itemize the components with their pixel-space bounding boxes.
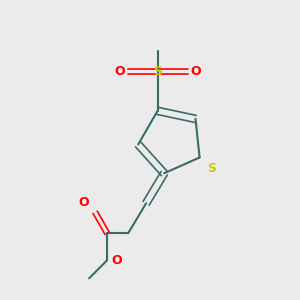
Text: O: O <box>79 196 89 209</box>
Text: O: O <box>114 65 124 78</box>
Text: S: S <box>153 65 162 78</box>
Text: S: S <box>207 162 216 175</box>
Text: O: O <box>112 254 122 267</box>
Text: O: O <box>190 65 201 78</box>
